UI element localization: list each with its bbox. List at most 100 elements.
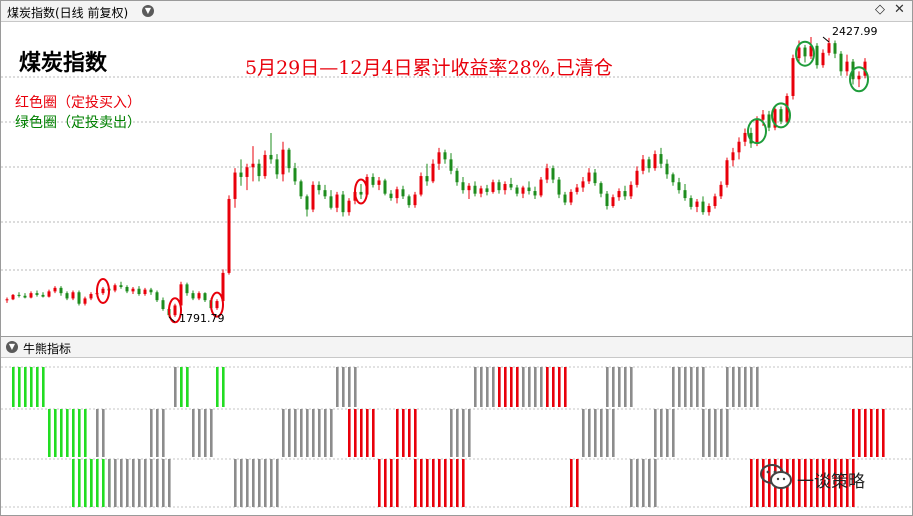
indicator-bar [102, 459, 105, 507]
indicator-bar [396, 459, 399, 507]
indicator-bar [438, 459, 441, 507]
indicator-bar [198, 409, 201, 457]
candle-body [197, 293, 201, 299]
candle-body [725, 160, 729, 185]
candle-body [215, 301, 219, 309]
indicator-bar [606, 367, 609, 407]
candle-body [509, 183, 513, 188]
signal-circles [96, 40, 869, 324]
indicator-bar [300, 409, 303, 457]
candle-body [797, 47, 801, 59]
candle-body [467, 185, 471, 191]
close-icon[interactable]: ✕ [894, 2, 905, 17]
candle-body [47, 291, 51, 297]
candle-body [713, 196, 717, 206]
indicator-bar [240, 459, 243, 507]
wechat-icon [760, 464, 792, 489]
indicator-bar [756, 459, 759, 507]
sell-circle [849, 66, 869, 93]
indicator-bar [282, 409, 285, 457]
candle-body [575, 187, 579, 192]
indicator-bar [600, 409, 603, 457]
candle-body [683, 190, 687, 199]
candle-body [647, 159, 651, 169]
indicator-bar [276, 459, 279, 507]
main-panel-header: 煤炭指数(日线 前复权) ▼ ◇ ✕ [1, 1, 912, 22]
indicator-bar [192, 409, 195, 457]
candle-body [863, 61, 867, 76]
return-headline: 5月29日—12月4日累计收益率28%,已清仓 [245, 57, 613, 79]
candle-body [533, 191, 537, 196]
low-marker [168, 316, 176, 323]
candle-body [233, 172, 237, 199]
indicator-bar [522, 367, 525, 407]
indicator-bar [708, 409, 711, 457]
indicator-bar [138, 459, 141, 507]
indicator-bar [264, 459, 267, 507]
indicator-bar [306, 409, 309, 457]
candle-body [11, 294, 15, 300]
indicator-bar [144, 459, 147, 507]
bull-bear-indicator[interactable] [1, 357, 912, 515]
chevron-down-icon[interactable]: ▼ [142, 5, 154, 17]
indicator-bar [618, 367, 621, 407]
candle-body [617, 191, 621, 198]
indicator-bar [420, 459, 423, 507]
indicator-bar [336, 367, 339, 407]
buy-circle [354, 178, 368, 205]
candle-body [479, 188, 483, 194]
candle-body [671, 174, 675, 183]
candle-body [557, 179, 561, 195]
indicator-bar [732, 367, 735, 407]
indicator-bar [486, 367, 489, 407]
indicator-bar [462, 409, 465, 457]
chart-title: 煤炭指数 [19, 51, 108, 76]
indicator-bar [24, 367, 27, 407]
indicator-bar [852, 459, 855, 507]
candle-body [293, 168, 297, 182]
candle-body [857, 75, 861, 80]
candle-body [779, 109, 783, 122]
candle-body [311, 184, 315, 210]
indicator-bar [246, 459, 249, 507]
candle-body [665, 163, 669, 175]
indicator-bar [696, 367, 699, 407]
indicator-bar [216, 367, 219, 407]
indicator-bar [384, 459, 387, 507]
candle-body [269, 154, 273, 160]
chevron-down-icon[interactable]: ▼ [6, 341, 18, 353]
indicator-bar [354, 409, 357, 457]
indicator-bar [714, 409, 717, 457]
indicator-bar [90, 459, 93, 507]
candle-body [449, 159, 453, 171]
sub-panel-title: 牛熊指标 [23, 342, 72, 356]
candle-body [611, 197, 615, 206]
candle-body [329, 196, 333, 208]
candle-body [23, 295, 27, 298]
indicator-bar [96, 409, 99, 457]
indicator-bar [456, 409, 459, 457]
candle-body [203, 293, 207, 301]
candle-body [707, 205, 711, 213]
candle-body [155, 292, 159, 301]
indicator-bar [426, 459, 429, 507]
indicator-bar [576, 459, 579, 507]
indicator-bar [72, 409, 75, 457]
indicator-bar [534, 367, 537, 407]
candle-body [317, 184, 321, 191]
candle-body [335, 194, 339, 208]
candle-body [773, 109, 777, 128]
candle-body [5, 299, 9, 301]
indicator-bar [480, 367, 483, 407]
candlestick-chart[interactable] [1, 22, 912, 336]
candle-body [659, 154, 663, 164]
indicator-bar [672, 367, 675, 407]
indicator-bar [624, 367, 627, 407]
diamond-icon[interactable]: ◇ [875, 2, 885, 17]
indicator-bar [258, 459, 261, 507]
indicator-bar [204, 409, 207, 457]
candle-body [587, 172, 591, 182]
candle-body [845, 61, 849, 72]
indicator-bar [870, 409, 873, 457]
candle-body [833, 43, 837, 54]
